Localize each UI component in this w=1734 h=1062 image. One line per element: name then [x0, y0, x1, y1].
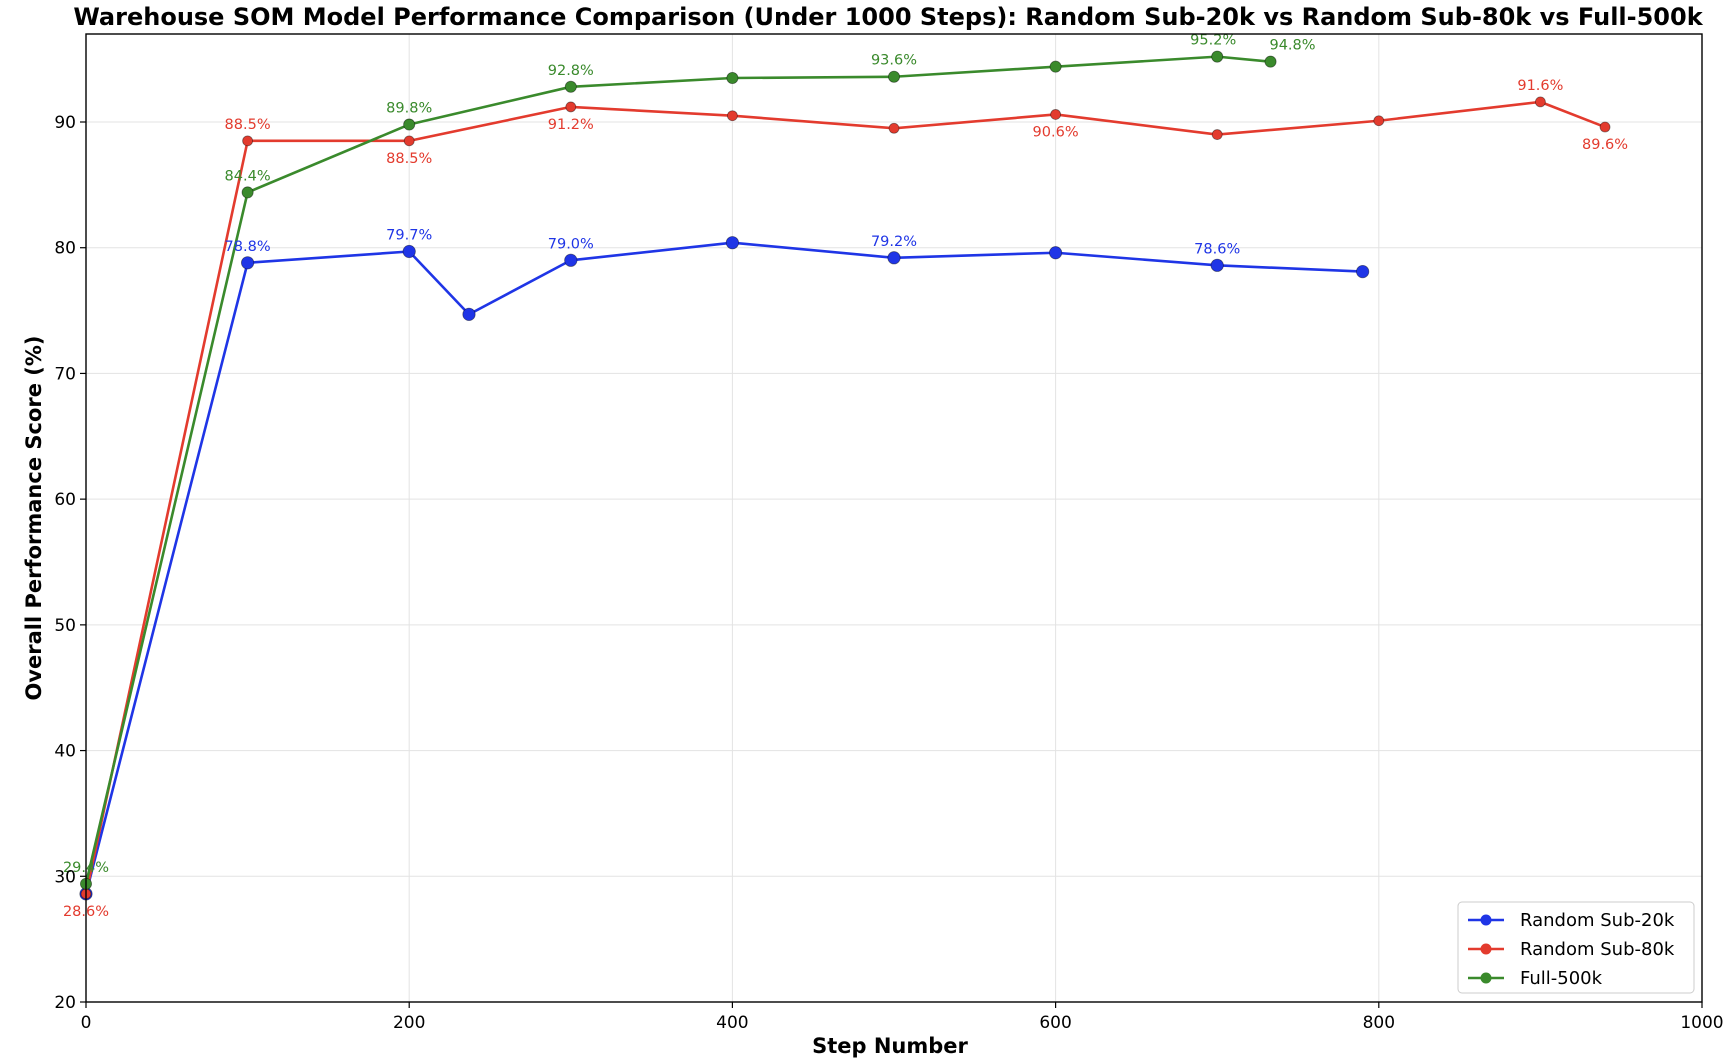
legend-label-random-sub-20k: Random Sub-20k	[1520, 910, 1675, 931]
data-label-random-sub-20k: 78.6%	[1194, 241, 1240, 257]
x-axis-label: Step Number	[812, 1034, 968, 1058]
data-point-random-sub-80k	[1599, 121, 1611, 133]
series-line-random-sub-20k	[84, 241, 1363, 895]
data-label-random-sub-80k: 91.2%	[548, 117, 594, 133]
data-label-full-500k: 92.8%	[548, 63, 594, 79]
y-tick-label: 40	[54, 742, 76, 762]
series-layer	[79, 50, 1611, 901]
data-point-random-sub-20k	[1210, 258, 1224, 272]
data-label-full-500k: 89.8%	[386, 101, 432, 117]
data-label-random-sub-80k: 89.6%	[1582, 137, 1628, 153]
y-tick-label: 90	[54, 113, 76, 133]
legend-marker-random-sub-80k	[1480, 943, 1492, 955]
data-label-random-sub-20k: 79.0%	[548, 236, 594, 252]
data-label-random-sub-20k: 78.8%	[225, 239, 271, 255]
data-point-random-sub-80k	[727, 110, 738, 122]
data-point-full-500k	[241, 186, 254, 199]
data-label-random-sub-80k: 88.5%	[386, 151, 432, 167]
legend-box	[1457, 901, 1695, 994]
data-point-random-sub-20k	[1356, 264, 1370, 279]
data-label-full-500k: 94.8%	[1269, 38, 1315, 54]
plot-frame	[85, 33, 1703, 1003]
data-point-random-sub-80k	[565, 101, 577, 113]
data-label-random-sub-80k: 90.6%	[1033, 124, 1079, 140]
y-tick-label: 60	[54, 490, 76, 510]
data-label-random-sub-80k: 88.5%	[225, 117, 271, 133]
chart-title: Warehouse SOM Model Performance Comparis…	[73, 3, 1703, 31]
series-random-sub-80k	[80, 96, 1611, 900]
data-point-random-sub-20k	[725, 236, 740, 250]
y-tick-label: 30	[54, 867, 76, 887]
data-point-full-500k	[1049, 60, 1062, 73]
data-label-layer: 78.8%79.7%79.0% 79.2% 78.6%28.6%88.5%88.5%…	[63, 33, 1628, 920]
y-axis-label: Overall Performance Score (%)	[22, 335, 46, 700]
data-label-full-500k: 95.2%	[1190, 33, 1236, 49]
data-point-random-sub-20k	[1049, 246, 1063, 260]
series-random-sub-20k	[79, 236, 1370, 901]
legend: Random Sub-20k Random Sub-80k Full-500k	[1457, 901, 1695, 994]
data-label-random-sub-20k: 79.7%	[386, 227, 432, 243]
legend-marker-random-sub-20k	[1480, 914, 1492, 926]
series-line-random-sub-80k	[84, 100, 1606, 895]
data-point-full-500k	[888, 70, 901, 83]
series-full-500k	[80, 50, 1277, 890]
legend-marker-full-500k	[1480, 972, 1492, 984]
tick-layer: 0 200 400 600 800 1000 20 30 40 50 60 70 80 90	[54, 113, 1723, 1033]
data-point-full-500k	[1211, 50, 1224, 63]
data-point-random-sub-80k	[242, 135, 254, 147]
data-point-random-sub-80k	[1050, 109, 1061, 120]
data-point-random-sub-80k	[888, 122, 900, 134]
data-point-random-sub-20k	[241, 256, 255, 270]
data-point-full-500k	[564, 80, 577, 93]
data-label-full-500k: 93.6%	[871, 53, 917, 69]
data-point-random-sub-80k	[1211, 129, 1223, 140]
legend-label-full-500k: Full-500k	[1520, 968, 1603, 989]
grid-layer	[86, 34, 1702, 1002]
data-point-random-sub-20k	[887, 251, 901, 265]
x-tick-label: 800	[1363, 1013, 1395, 1033]
data-label-full-500k: 84.4%	[225, 168, 271, 184]
x-tick-label: 400	[716, 1013, 748, 1033]
data-point-random-sub-20k	[402, 244, 416, 259]
data-point-full-500k	[726, 72, 739, 85]
y-tick-label: 50	[54, 616, 76, 636]
data-point-random-sub-20k	[564, 253, 578, 267]
data-point-random-sub-20k	[462, 307, 476, 321]
y-tick-label: 70	[54, 364, 76, 384]
x-tick-label: 0	[81, 1013, 92, 1033]
x-tick-label: 600	[1039, 1013, 1071, 1033]
data-point-random-sub-80k	[403, 135, 415, 147]
data-point-full-500k	[1264, 55, 1277, 68]
data-point-random-sub-80k	[1535, 96, 1546, 108]
y-tick-label: 80	[54, 239, 76, 259]
data-label-random-sub-20k: 79.2%	[871, 234, 917, 250]
y-tick-label: 20	[54, 993, 76, 1013]
data-label-random-sub-80k: 91.6%	[1517, 78, 1563, 94]
legend-label-random-sub-80k: Random Sub-80k	[1520, 939, 1675, 960]
data-point-random-sub-80k	[1373, 115, 1385, 127]
data-point-full-500k	[403, 118, 416, 131]
x-tick-label: 200	[393, 1013, 425, 1033]
x-tick-label: 1000	[1680, 1013, 1723, 1033]
